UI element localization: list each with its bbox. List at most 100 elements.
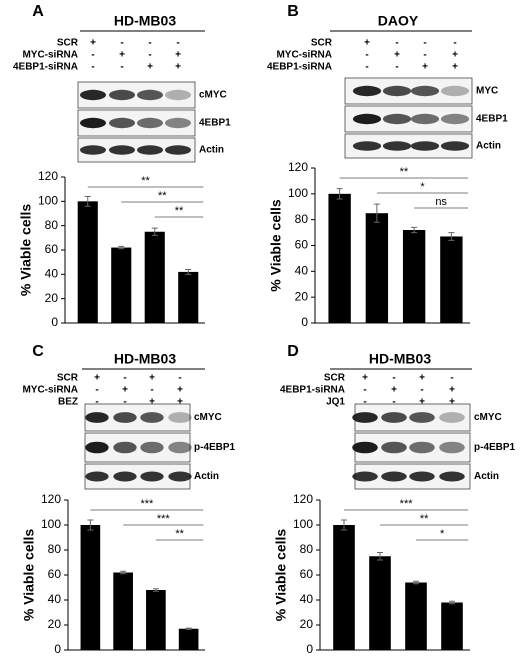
significance-label: ** xyxy=(141,175,150,187)
y-tick-label: 20 xyxy=(45,291,59,305)
condition-sign: + xyxy=(94,373,100,384)
blot-band xyxy=(352,471,378,482)
y-tick-label: 40 xyxy=(45,267,59,281)
y-tick-label: 0 xyxy=(51,315,58,329)
y-axis-label: % Viable cells xyxy=(18,204,34,297)
condition-sign: + xyxy=(175,50,181,61)
blot-label: MYC xyxy=(476,86,498,97)
condition-label: SCR xyxy=(57,373,79,384)
bar xyxy=(144,231,165,323)
condition-sign: + xyxy=(177,397,183,408)
blot-band xyxy=(137,117,163,129)
blot-band xyxy=(140,412,164,423)
significance-label: ns xyxy=(435,196,447,208)
blot-band xyxy=(85,412,109,423)
blot-band xyxy=(410,113,440,125)
blot-band xyxy=(409,441,435,454)
y-tick-label: 40 xyxy=(300,592,314,606)
bar xyxy=(113,572,133,650)
y-tick-label: 60 xyxy=(45,242,59,256)
panel-letter: D xyxy=(287,343,299,360)
error-bar xyxy=(87,519,94,531)
y-tick-label: 100 xyxy=(41,517,61,531)
blot-band xyxy=(113,441,137,454)
y-tick-label: 80 xyxy=(300,542,314,556)
y-tick-label: 100 xyxy=(38,194,58,208)
blot-band xyxy=(410,141,440,151)
condition-sign: + xyxy=(452,50,458,61)
y-tick-label: 100 xyxy=(288,186,308,200)
condition-sign: - xyxy=(423,50,426,61)
condition-sign: + xyxy=(149,397,155,408)
condition-label: MYC-siRNA xyxy=(22,385,78,396)
condition-sign: - xyxy=(150,385,153,396)
blot-band xyxy=(381,471,407,482)
bar xyxy=(441,602,463,650)
blot-label: cMYC xyxy=(199,90,227,101)
y-tick-label: 120 xyxy=(293,492,313,506)
condition-sign: - xyxy=(420,385,423,396)
blot-band xyxy=(439,412,465,423)
error-bar xyxy=(118,245,125,250)
significance-label: * xyxy=(440,528,445,540)
condition-label: SCR xyxy=(324,373,346,384)
blot-band xyxy=(410,85,440,97)
blot-band xyxy=(352,441,378,454)
error-bar xyxy=(152,588,159,592)
blot-band xyxy=(168,412,192,423)
condition-sign: - xyxy=(395,38,398,49)
condition-sign: - xyxy=(91,62,94,73)
condition-sign: - xyxy=(123,397,126,408)
y-tick-label: 60 xyxy=(48,567,62,581)
condition-sign: + xyxy=(364,38,370,49)
error-bar xyxy=(120,570,127,575)
blot-label: Actin xyxy=(199,145,224,156)
y-tick-label: 0 xyxy=(301,315,308,329)
significance-label: ** xyxy=(400,166,409,178)
y-tick-label: 20 xyxy=(300,617,314,631)
panel-title: HD-MB03 xyxy=(114,351,176,367)
blot-band xyxy=(165,145,191,155)
condition-label: 4EBP1-siRNA xyxy=(267,62,332,73)
blot-band xyxy=(140,441,164,454)
y-axis-label: % Viable cells xyxy=(268,199,284,292)
error-bar xyxy=(151,227,158,236)
error-bar xyxy=(185,627,192,630)
significance-label: *** xyxy=(140,498,154,510)
bar xyxy=(178,628,199,650)
y-tick-label: 100 xyxy=(293,517,313,531)
y-tick-label: 60 xyxy=(295,238,309,252)
blot-band xyxy=(352,85,382,97)
blot-band xyxy=(439,471,465,482)
error-bar xyxy=(84,195,91,207)
blot-band xyxy=(381,412,407,423)
blot-label: p-4EBP1 xyxy=(194,442,236,453)
y-tick-label: 40 xyxy=(295,264,309,278)
blot-band xyxy=(352,412,378,423)
panel-title: DAOY xyxy=(378,13,419,29)
condition-sign: + xyxy=(362,373,368,384)
condition-sign: + xyxy=(122,385,128,396)
error-bar xyxy=(336,188,343,200)
condition-label: MYC-siRNA xyxy=(22,50,78,61)
y-axis-label: % Viable cells xyxy=(273,529,289,622)
blot-band xyxy=(352,141,382,151)
y-tick-label: 120 xyxy=(38,169,58,183)
y-tick-label: 40 xyxy=(48,592,62,606)
condition-sign: + xyxy=(449,385,455,396)
blot-band xyxy=(440,113,470,125)
blot-band xyxy=(409,412,435,423)
condition-sign: - xyxy=(395,62,398,73)
blot-band xyxy=(137,89,163,101)
blot-label: p-4EBP1 xyxy=(474,442,516,453)
blot-band xyxy=(409,471,435,482)
bar xyxy=(402,230,426,323)
blot-band xyxy=(137,145,163,155)
panel-letter: A xyxy=(32,3,44,20)
blot-label: Actin xyxy=(476,141,501,152)
error-bar xyxy=(411,226,418,234)
condition-sign: - xyxy=(95,397,98,408)
significance-label: *** xyxy=(400,498,414,510)
blot-band xyxy=(113,471,137,482)
condition-sign: - xyxy=(120,38,123,49)
